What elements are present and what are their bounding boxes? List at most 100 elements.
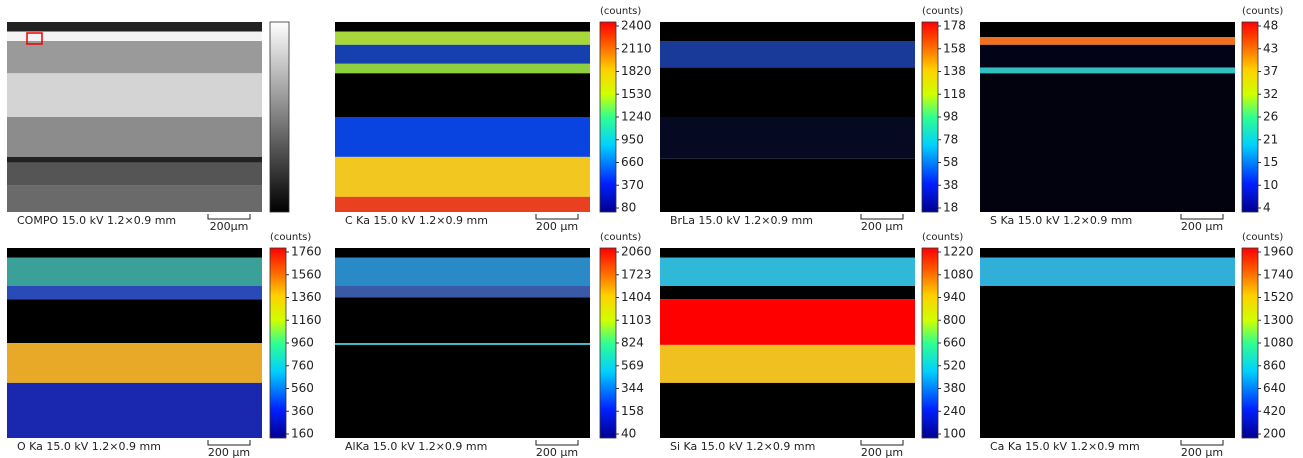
colorbar-tick-label: 138 [943, 64, 966, 78]
colorbar-tick-label: 760 [291, 358, 314, 372]
map-layer [7, 248, 262, 258]
colorbar-tick-label: 360 [291, 404, 314, 418]
map-panel [335, 248, 590, 438]
map-layer [7, 286, 262, 300]
colorbar-tick-label: 78 [943, 132, 958, 146]
map-layer [7, 41, 262, 74]
map-panel [660, 22, 915, 212]
colorbar-tick-label: 80 [621, 201, 636, 215]
map-layer [335, 297, 590, 343]
map-layer [660, 158, 915, 212]
colorbar [921, 247, 939, 439]
colorbar-tick-label: 1160 [291, 313, 322, 327]
scale-bar-label: 200 μm [1181, 446, 1223, 458]
colorbar-tick-label: 2060 [621, 245, 652, 259]
map-layer [335, 257, 590, 286]
colorbar [269, 21, 290, 213]
colorbar-tick-label: 380 [943, 381, 966, 395]
colorbar-tick-label: 158 [621, 404, 644, 418]
map-layer [7, 382, 262, 438]
colorbar-tick-label: 1240 [621, 110, 652, 124]
map-layer [7, 31, 262, 41]
map-layer [980, 73, 1235, 212]
colorbar-tick-label: 560 [291, 381, 314, 395]
map-layer [335, 22, 590, 32]
colorbar-tick-label: 1220 [943, 245, 974, 259]
colorbar-tick-label: 32 [1263, 87, 1278, 101]
map-layer [335, 73, 590, 117]
colorbar-tick-label: 160 [291, 427, 314, 441]
map-layer [660, 248, 915, 258]
colorbar-tick-label: 940 [943, 290, 966, 304]
colorbar-tick-label: 48 [1263, 19, 1278, 33]
colorbar-tick-label: 660 [943, 336, 966, 350]
colorbar-tick-label: 98 [943, 110, 958, 124]
colorbar-tick-label: 950 [621, 132, 644, 146]
map-layer [335, 196, 590, 212]
colorbar-tick-label: 1080 [1263, 336, 1294, 350]
colorbar [599, 21, 617, 213]
scale-bar [535, 440, 579, 446]
map-layer [335, 63, 590, 74]
colorbar-tick-label: 100 [943, 427, 966, 441]
map-layer [335, 286, 590, 298]
colorbar-tick-label: 960 [291, 336, 314, 350]
caption: AlKa 15.0 kV 1.2×0.9 mm [345, 440, 487, 453]
map-layer [660, 22, 915, 41]
colorbar [921, 21, 939, 213]
map-layer [335, 343, 590, 345]
map-layer [660, 344, 915, 383]
colorbar-tick-label: 1723 [621, 267, 652, 281]
map-layer [660, 117, 915, 159]
colorbar-unit: (counts) [600, 6, 641, 17]
map-layer [7, 156, 262, 163]
colorbar-tick-label: 158 [943, 41, 966, 55]
colorbar-tick-label: 26 [1263, 110, 1278, 124]
colorbar-tick-label: 58 [943, 155, 958, 169]
colorbar-tick-label: 344 [621, 381, 644, 395]
colorbar-tick-label: 520 [943, 358, 966, 372]
colorbar-tick-label: 1820 [621, 64, 652, 78]
colorbar-tick-label: 1530 [621, 87, 652, 101]
map-layer [980, 248, 1235, 258]
scale-bar-label: 200 μm [536, 446, 578, 458]
map-panel [660, 248, 915, 438]
map-layer [980, 257, 1235, 286]
map-layer [335, 156, 590, 197]
colorbar-tick-label: 824 [621, 336, 644, 350]
scale-bar [207, 440, 251, 446]
scale-bar-label: 200 μm [208, 446, 250, 458]
colorbar-tick-label: 1960 [1263, 245, 1294, 259]
map-layer [660, 67, 915, 117]
map-panel [335, 22, 590, 212]
map-panel [980, 248, 1235, 438]
map-panel [7, 248, 262, 438]
caption: COMPO 15.0 kV 1.2×0.9 mm [17, 214, 176, 227]
caption: BrLa 15.0 kV 1.2×0.9 mm [670, 214, 813, 227]
colorbar-unit: (counts) [922, 232, 963, 243]
colorbar [599, 247, 617, 439]
scale-bar [535, 214, 579, 220]
colorbar-tick-label: 2400 [621, 19, 652, 33]
colorbar-tick-label: 4 [1263, 201, 1271, 215]
map-panel [7, 22, 262, 212]
map-layer [7, 185, 262, 212]
colorbar-tick-label: 118 [943, 87, 966, 101]
colorbar-tick-label: 860 [1263, 358, 1286, 372]
scale-bar [1180, 440, 1224, 446]
colorbar-tick-label: 2110 [621, 41, 652, 55]
map-layer [980, 286, 1235, 438]
colorbar-tick-label: 38 [943, 178, 958, 192]
scale-bar-label: 200 μm [536, 220, 578, 233]
colorbar-tick-label: 1740 [1263, 267, 1294, 281]
colorbar-unit: (counts) [1242, 6, 1283, 17]
colorbar [1241, 21, 1259, 213]
colorbar-tick-label: 21 [1263, 132, 1278, 146]
colorbar-tick-label: 240 [943, 404, 966, 418]
map-layer [7, 162, 262, 186]
map-layer [7, 257, 262, 286]
map-layer [980, 37, 1235, 45]
colorbar-tick-label: 178 [943, 19, 966, 33]
map-panel [980, 22, 1235, 212]
map-layer [335, 344, 590, 438]
